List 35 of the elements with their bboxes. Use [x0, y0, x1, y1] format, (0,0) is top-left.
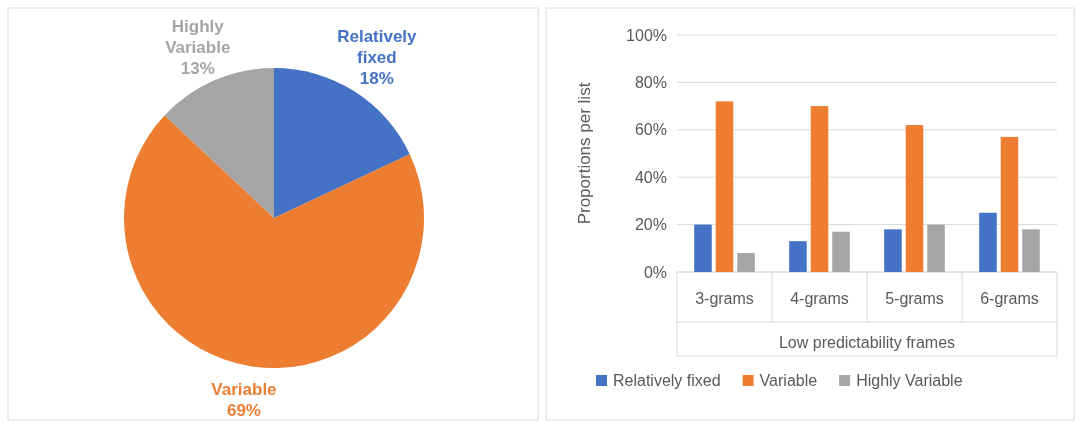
y-tick-label: 60%	[634, 121, 667, 139]
y-tick-label: 20%	[634, 216, 667, 234]
bar	[810, 106, 829, 272]
bar	[884, 229, 902, 272]
y-axis-title: Proportions per list	[575, 82, 594, 225]
x-tick-label: 6-grams	[980, 290, 1039, 307]
bar	[694, 224, 712, 272]
bar	[1022, 229, 1040, 272]
pie-slice	[274, 68, 410, 218]
slice-label: Relatively fixed	[337, 26, 418, 67]
bar	[979, 212, 997, 272]
bar	[832, 231, 850, 272]
slice-label: Variable	[211, 380, 277, 399]
legend-label: Relatively fixed	[613, 372, 721, 389]
data-label: 13%	[180, 59, 215, 78]
bar	[1000, 136, 1019, 272]
bar	[737, 253, 755, 272]
legend-label: Variable	[759, 372, 818, 389]
data-label: 69%	[226, 401, 261, 420]
y-tick-label: 0%	[643, 263, 667, 281]
y-tick-label: 80%	[634, 74, 667, 92]
data-label: 18%	[359, 68, 394, 88]
bar	[715, 101, 734, 272]
legend-label: Highly Variable	[856, 372, 963, 389]
slice-label: Highly Variable	[165, 17, 231, 57]
x-tick-label: 3-grams	[695, 290, 754, 307]
y-tick-label: 100%	[626, 26, 667, 44]
y-tick-label: 40%	[634, 168, 667, 186]
x-axis-title: Low predictability frames	[778, 334, 956, 351]
x-tick-label: 5-grams	[885, 290, 944, 307]
bar	[927, 224, 945, 272]
x-tick-label: 4-grams	[790, 290, 849, 307]
pie-slice	[124, 115, 424, 368]
bar	[789, 241, 807, 272]
bar	[905, 125, 924, 272]
